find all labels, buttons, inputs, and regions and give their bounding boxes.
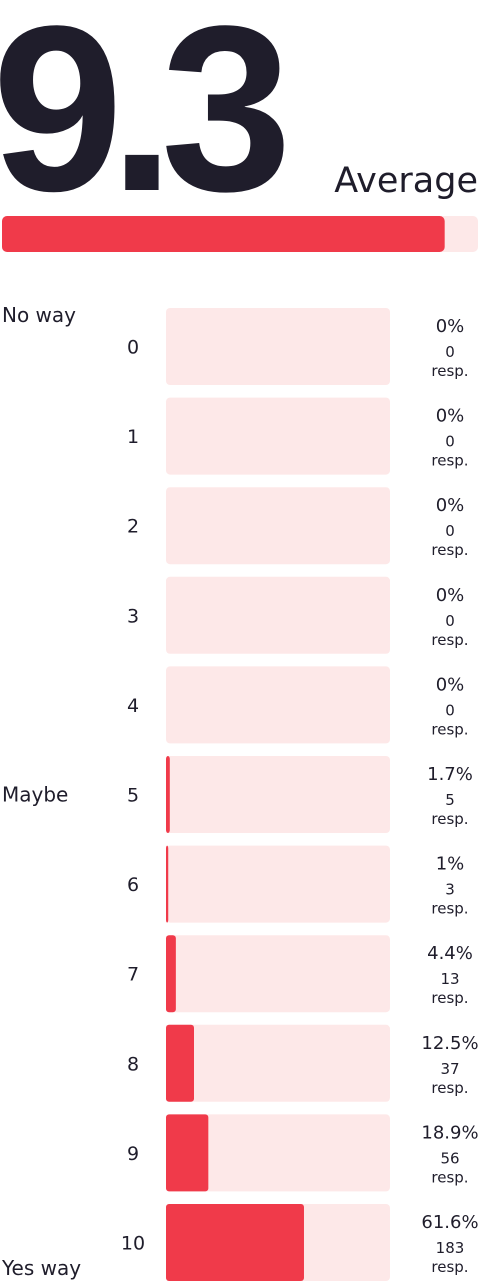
response-unit: resp. — [431, 541, 468, 559]
bar — [166, 1114, 209, 1192]
average-bar — [2, 216, 445, 252]
score-label: 5 — [127, 785, 139, 807]
response-unit: resp. — [431, 1258, 468, 1276]
percent-label: 1% — [436, 854, 465, 875]
response-unit: resp. — [431, 1079, 468, 1097]
anchor-label: Maybe — [2, 783, 68, 807]
percent-label: 18.9% — [421, 1122, 478, 1143]
score-label: 6 — [127, 874, 139, 896]
response-count: 0 — [445, 433, 455, 451]
percent-label: 0% — [436, 406, 465, 427]
bar-track — [166, 845, 390, 923]
response-unit: resp. — [431, 631, 468, 649]
score-label: 7 — [127, 964, 139, 986]
bar-track — [166, 1114, 390, 1192]
percent-label: 1.7% — [427, 764, 473, 785]
average-label: Average — [334, 161, 478, 201]
score-label: 8 — [127, 1053, 139, 1075]
score-label: 3 — [127, 605, 139, 627]
response-unit: resp. — [431, 1168, 468, 1186]
response-count: 13 — [440, 970, 459, 988]
percent-label: 12.5% — [421, 1033, 478, 1054]
bar-track — [166, 308, 390, 385]
score-label: 0 — [127, 337, 139, 359]
response-count: 183 — [436, 1239, 465, 1257]
response-count: 5 — [445, 791, 455, 809]
percent-label: 61.6% — [421, 1212, 478, 1233]
average-value: 9.3 — [0, 0, 284, 241]
score-label: 1 — [127, 426, 139, 448]
response-count: 37 — [440, 1060, 459, 1078]
response-unit: resp. — [431, 362, 468, 380]
score-label: 9 — [127, 1143, 139, 1165]
bar-track — [166, 487, 390, 565]
response-unit: resp. — [431, 452, 468, 470]
response-unit: resp. — [431, 810, 468, 828]
bar-track — [166, 576, 390, 654]
response-count: 0 — [445, 522, 455, 540]
score-label: 4 — [127, 695, 139, 717]
anchor-label: No way — [2, 303, 76, 327]
bar-track — [166, 935, 390, 1013]
response-unit: resp. — [431, 720, 468, 738]
bar — [166, 1204, 304, 1281]
bar — [166, 935, 176, 1013]
response-unit: resp. — [431, 900, 468, 918]
bar-track — [166, 666, 390, 744]
response-count: 56 — [440, 1149, 459, 1167]
score-label: 10 — [121, 1233, 145, 1255]
bar-track — [166, 1024, 390, 1102]
percent-label: 0% — [436, 316, 465, 337]
response-count: 0 — [445, 343, 455, 361]
response-count: 3 — [445, 881, 455, 899]
response-count: 0 — [445, 612, 455, 630]
bar — [166, 1024, 194, 1102]
percent-label: 4.4% — [427, 943, 473, 964]
response-count: 0 — [445, 701, 455, 719]
percent-label: 0% — [436, 585, 465, 606]
bar — [166, 756, 170, 833]
bar-track — [166, 756, 390, 833]
bar-track — [166, 397, 390, 475]
bar — [166, 845, 169, 923]
score-label: 2 — [127, 516, 139, 538]
percent-label: 0% — [436, 495, 465, 516]
response-unit: resp. — [431, 989, 468, 1007]
anchor-label: Yes way — [1, 1256, 81, 1280]
percent-label: 0% — [436, 674, 465, 695]
